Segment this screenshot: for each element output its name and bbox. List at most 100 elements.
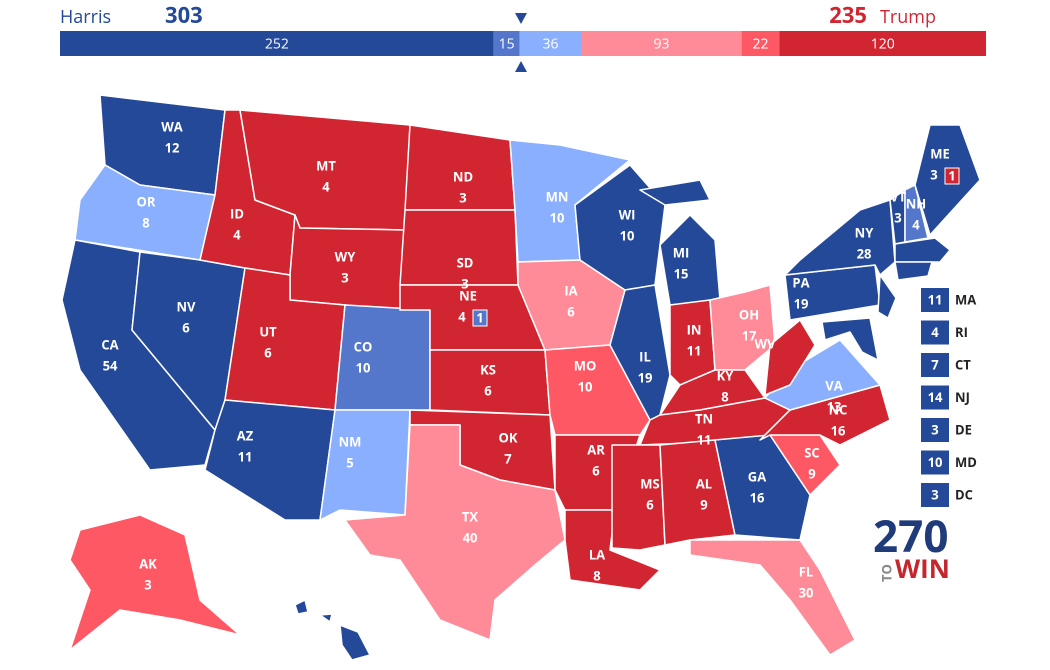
state-votes: 17 [742, 326, 757, 344]
state-votes: 6 [264, 343, 272, 361]
bar-label: 93 [654, 34, 670, 53]
state-abbr: SD [457, 253, 474, 271]
state-abbr: NV [176, 297, 196, 315]
state-shape [639, 179, 721, 306]
state-votes: 3 [930, 165, 937, 183]
state-votes: 8 [593, 566, 600, 584]
state-votes: 4 [912, 215, 920, 233]
small-state-box [921, 288, 949, 312]
state-votes: 6 [182, 318, 190, 336]
state-abbr: AZ [237, 426, 254, 444]
small-state-votes: 3 [931, 420, 938, 438]
state-votes: 8 [142, 213, 149, 231]
state-votes: 3 [894, 208, 901, 226]
state-abbr: NE [459, 286, 477, 304]
state-votes: 4 [318, 648, 326, 666]
state-votes: 6 [592, 461, 600, 479]
state-abbr: OK [499, 428, 518, 446]
state-abbr: NC [829, 400, 848, 418]
state-abbr: ND [453, 167, 473, 185]
state-abbr: VT [890, 187, 906, 205]
trump-name: Trump [880, 5, 936, 29]
state-shape [204, 399, 336, 521]
state-votes: 19 [638, 368, 653, 386]
state-votes: 28 [857, 244, 872, 262]
state-abbr: SC [804, 443, 819, 461]
small-state-box [921, 385, 949, 410]
bar-segment [581, 31, 742, 56]
state-abbr: NM [339, 432, 362, 450]
split-votes: 1 [476, 308, 483, 326]
state-abbr: MT [316, 156, 336, 174]
state-abbr: MO [574, 356, 597, 374]
state-abbr: FL [799, 562, 813, 580]
logo-number: 270 [873, 505, 948, 565]
state-abbr: CO [354, 337, 373, 355]
map [61, 94, 981, 661]
state-shape [294, 599, 371, 661]
state-votes: 8 [721, 387, 728, 405]
state-shape [689, 539, 856, 656]
midpoint-marker [515, 61, 527, 72]
state-votes: 3 [144, 575, 151, 593]
state-abbr: TN [695, 409, 713, 427]
state-votes: 10 [578, 377, 593, 395]
small-state-abbr: DC [955, 485, 973, 503]
state-abbr: HI [315, 627, 329, 645]
state-votes: 10 [550, 208, 565, 226]
state-abbr: WI [619, 205, 636, 223]
state-abbr: ID [230, 204, 244, 222]
state-abbr: ME [930, 144, 950, 162]
state-abbr: NH [906, 194, 927, 212]
state-abbr: AK [139, 554, 157, 572]
state-abbr: WA [161, 117, 183, 135]
trump-total: 235 [829, 0, 867, 30]
state-votes: 16 [831, 421, 846, 439]
state-votes: 10 [620, 226, 635, 244]
state-votes: 40 [463, 528, 478, 546]
state-votes: 4 [458, 307, 466, 325]
state-abbr: KS [480, 360, 496, 378]
state-abbr: MS [640, 474, 659, 492]
state-votes: 6 [567, 302, 575, 320]
split-box [944, 167, 960, 185]
state-shape [659, 439, 736, 546]
state-votes: 6 [646, 495, 654, 513]
logo: 270 TO WIN [873, 505, 950, 586]
bar-segment [60, 31, 494, 56]
bar-label: 22 [753, 34, 769, 53]
state-votes: 15 [674, 264, 689, 282]
state-shape [319, 409, 411, 521]
harris-name: Harris [60, 5, 111, 29]
state-votes: 7 [504, 449, 512, 467]
state-shape [69, 514, 241, 651]
state-votes: 3 [341, 268, 348, 286]
state-shape [334, 304, 431, 411]
state-abbr: WV [754, 334, 776, 352]
state-abbr: MI [673, 243, 690, 261]
small-state-votes: 11 [928, 290, 943, 308]
state-votes: 10 [356, 358, 371, 376]
state-abbr: IA [564, 281, 577, 299]
state-shape [904, 184, 929, 243]
small-state-box [921, 353, 949, 377]
small-state-votes: 14 [928, 388, 943, 406]
small-state-votes: 10 [928, 453, 943, 471]
state-votes: 3 [459, 188, 466, 206]
state-votes: 3 [461, 274, 468, 292]
state-abbr: GA [748, 467, 766, 485]
state-abbr: TX [462, 507, 479, 525]
state-votes: 11 [238, 447, 253, 465]
state-votes: 11 [697, 430, 712, 448]
bar-label: 252 [265, 34, 289, 53]
state-votes: 9 [808, 464, 815, 482]
state-shape [764, 319, 816, 396]
small-state-box [921, 450, 949, 475]
midpoint-marker [515, 13, 527, 24]
small-state-box [921, 418, 949, 442]
state-shape [894, 237, 951, 263]
state-abbr: IL [639, 347, 651, 365]
state-shape [784, 199, 896, 276]
state-votes: 9 [700, 495, 707, 513]
